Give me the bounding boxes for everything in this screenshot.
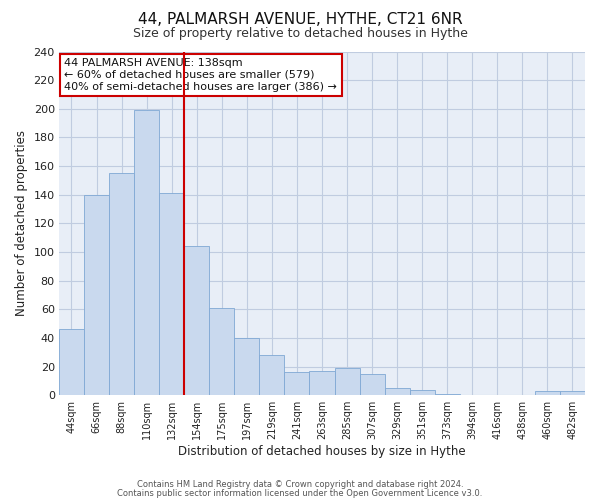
Bar xyxy=(259,356,284,396)
Bar xyxy=(435,394,460,396)
Bar xyxy=(560,391,585,396)
Bar xyxy=(410,390,435,396)
Text: 44, PALMARSH AVENUE, HYTHE, CT21 6NR: 44, PALMARSH AVENUE, HYTHE, CT21 6NR xyxy=(137,12,463,28)
Bar xyxy=(109,174,134,396)
Bar xyxy=(359,374,385,396)
Text: Size of property relative to detached houses in Hythe: Size of property relative to detached ho… xyxy=(133,28,467,40)
Bar xyxy=(335,368,359,396)
Y-axis label: Number of detached properties: Number of detached properties xyxy=(15,130,28,316)
Text: Contains public sector information licensed under the Open Government Licence v3: Contains public sector information licen… xyxy=(118,488,482,498)
Bar xyxy=(535,391,560,396)
Bar xyxy=(385,388,410,396)
Bar xyxy=(84,195,109,396)
Bar xyxy=(159,194,184,396)
Text: 44 PALMARSH AVENUE: 138sqm
← 60% of detached houses are smaller (579)
40% of sem: 44 PALMARSH AVENUE: 138sqm ← 60% of deta… xyxy=(64,58,337,92)
Bar xyxy=(59,330,84,396)
Bar xyxy=(284,372,310,396)
X-axis label: Distribution of detached houses by size in Hythe: Distribution of detached houses by size … xyxy=(178,444,466,458)
Text: Contains HM Land Registry data © Crown copyright and database right 2024.: Contains HM Land Registry data © Crown c… xyxy=(137,480,463,489)
Bar xyxy=(310,371,335,396)
Bar xyxy=(134,110,159,396)
Bar xyxy=(184,246,209,396)
Bar xyxy=(235,338,259,396)
Bar xyxy=(209,308,235,396)
